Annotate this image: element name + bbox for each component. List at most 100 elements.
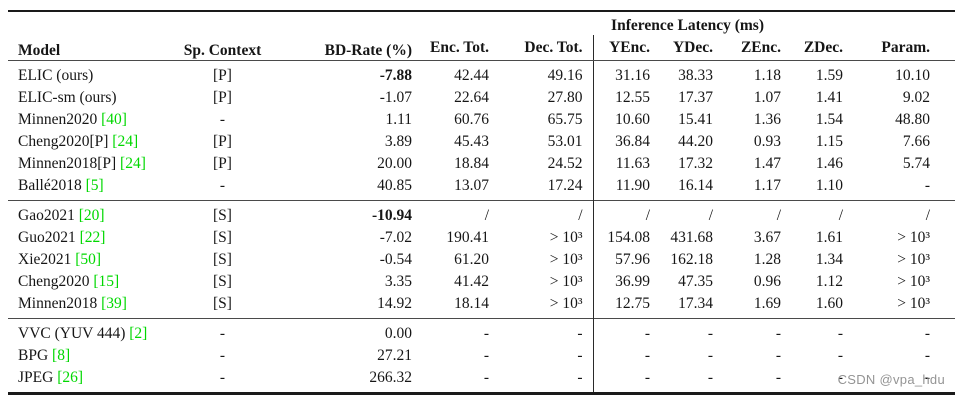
latency-cell: 17.34 [678,295,713,312]
latency-cell: - [592,318,657,345]
citation-link[interactable]: [5] [85,177,104,194]
sp-context-cell: - [219,111,226,128]
table-row: Minnen2018 [39] [S] 14.92 18.14 > 10³ 12.75 17… [8,293,955,319]
table-row: JPEG [26] -266.32- - - - - - - [8,367,955,394]
bd-rate-cell: -7.88 [379,67,412,84]
latency-cell: 49.16 [547,67,583,84]
model-name: VVC (YUV 444) [18,325,130,342]
citation-link[interactable]: [20] [78,207,105,224]
model-cell: Guo2021 [22] [8,227,175,249]
sp-context-cell: - [219,347,226,364]
latency-cell: 15.41 [678,111,713,128]
citation-link[interactable]: [26] [57,369,84,386]
col-header-model: Model [8,11,175,61]
sp-context-cell: [S] [213,251,232,268]
bd-rate-cell: 3.35 [384,273,412,290]
model-cell: Minnen2018 [39] [8,293,175,319]
bd-rate-cell: 20.00 [377,155,412,172]
latency-cell: / [592,200,657,227]
col-header-bd-rate: BD-Rate (%) [300,11,420,61]
table-row: Xie2021 [50] [S] -0.54 61.20 > 10³ 57.96 162.1… [8,249,955,271]
bd-rate-cell: 3.89 [384,133,412,150]
latency-cell: 1.34 [815,251,843,268]
model-name: JPEG [18,369,58,386]
latency-cell: 11.63 [592,153,657,175]
model-cell: Xie2021 [50] [8,249,175,271]
latency-cell: - [775,369,781,386]
latency-cell: 45.43 [454,133,489,150]
citation-link[interactable]: [39] [101,295,127,312]
table-header: Model Sp. Context BD-Rate (%) Inference … [8,11,956,61]
citation-link[interactable]: [50] [75,251,102,268]
latency-cell: 3.67 [753,229,781,246]
citation-link[interactable]: [2] [129,325,148,342]
latency-cell: - [924,347,931,364]
latency-cell: 42.44 [454,67,489,84]
latency-cell: 1.07 [753,89,781,106]
latency-cell: - [775,325,781,342]
latency-cell: 36.99 [592,271,657,293]
model-cell: ELIC-sm (ours) [8,87,175,109]
model-cell: JPEG [26] [8,367,175,394]
latency-cell: 1.60 [815,295,843,312]
citation-link[interactable]: [15] [93,273,120,290]
citation-link[interactable]: [22] [79,229,106,246]
bd-rate-cell: 14.92 [377,295,412,312]
citation-link[interactable]: [24] [120,155,146,172]
latency-cell: 1.59 [815,67,843,84]
model-name: Gao2021 [18,207,79,224]
model-cell: Cheng2020 [15] [8,271,175,293]
latency-cell: 57.96 [592,249,657,271]
latency-cell: - [577,325,583,342]
latency-cell: 1.28 [753,251,781,268]
model-cell: BPG [8] [8,345,175,367]
model-cell: Ballé2018 [5] [8,175,175,201]
latency-cell: > 10³ [897,251,931,268]
model-name: BPG [18,347,53,364]
table-row: Cheng2020 [15] [S] 3.35 41.42 > 10³ 36.99 47.3… [8,271,955,293]
bd-rate-cell: -0.54 [379,251,412,268]
latency-cell: 24.52 [547,155,583,172]
latency-cell: 18.14 [454,295,489,312]
table-row: ELIC-sm (ours) [P] -1.07 22.64 27.80 12.55 17.… [8,87,955,109]
latency-cell: 1.10 [815,177,843,194]
model-name: ELIC-sm (ours) [18,89,117,106]
citation-link[interactable]: [8] [52,347,71,364]
latency-cell: - [837,347,843,364]
latency-cell: / [484,207,489,224]
table-row: Ballé2018 [5] - 40.85 13.07 17.24 11.90 16.14 1… [8,175,955,201]
model-name: Cheng2020[P] [18,133,113,150]
model-cell: Gao2021 [20] [8,201,175,228]
latency-cell: 41.42 [454,273,489,290]
latency-cell: 53.01 [547,133,583,150]
latency-cell: 27.80 [547,89,583,106]
row-group-traditional-codecs: VVC (YUV 444) [2] -0.00- - - - - - - BPG [8] -27.… [8,318,956,394]
bd-rate-cell: 27.21 [377,347,412,364]
latency-cell: 17.37 [678,89,713,106]
model-name: Minnen2018[P] [18,155,121,172]
latency-cell: 154.08 [592,227,657,249]
latency-cell: - [837,325,843,342]
latency-cell: 0.93 [753,133,781,150]
citation-link[interactable]: [24] [112,133,139,150]
latency-cell: 5.74 [902,155,931,172]
latency-cell: 38.33 [678,67,713,84]
bd-rate-cell: -10.94 [371,207,412,224]
latency-cell: 1.47 [753,155,781,172]
latency-cell: - [707,369,713,386]
latency-cell: > 10³ [549,295,583,312]
bd-rate-cell: 266.32 [369,369,412,386]
latency-cell: > 10³ [549,273,583,290]
latency-cell: 1.36 [753,111,781,128]
sp-context-cell: [P] [213,67,232,84]
latency-cell: - [577,347,583,364]
sp-context-cell: - [219,369,226,386]
latency-cell: 17.32 [678,155,713,172]
latency-cell: 1.46 [815,155,843,172]
citation-link[interactable]: [40] [101,111,127,128]
latency-cell: 61.20 [454,251,489,268]
sp-context-cell: [P] [213,133,232,150]
model-cell: Minnen2018[P] [24] [8,153,175,175]
latency-cell: - [577,369,583,386]
col-header-enc-tot: Enc. Tot. [420,35,505,61]
